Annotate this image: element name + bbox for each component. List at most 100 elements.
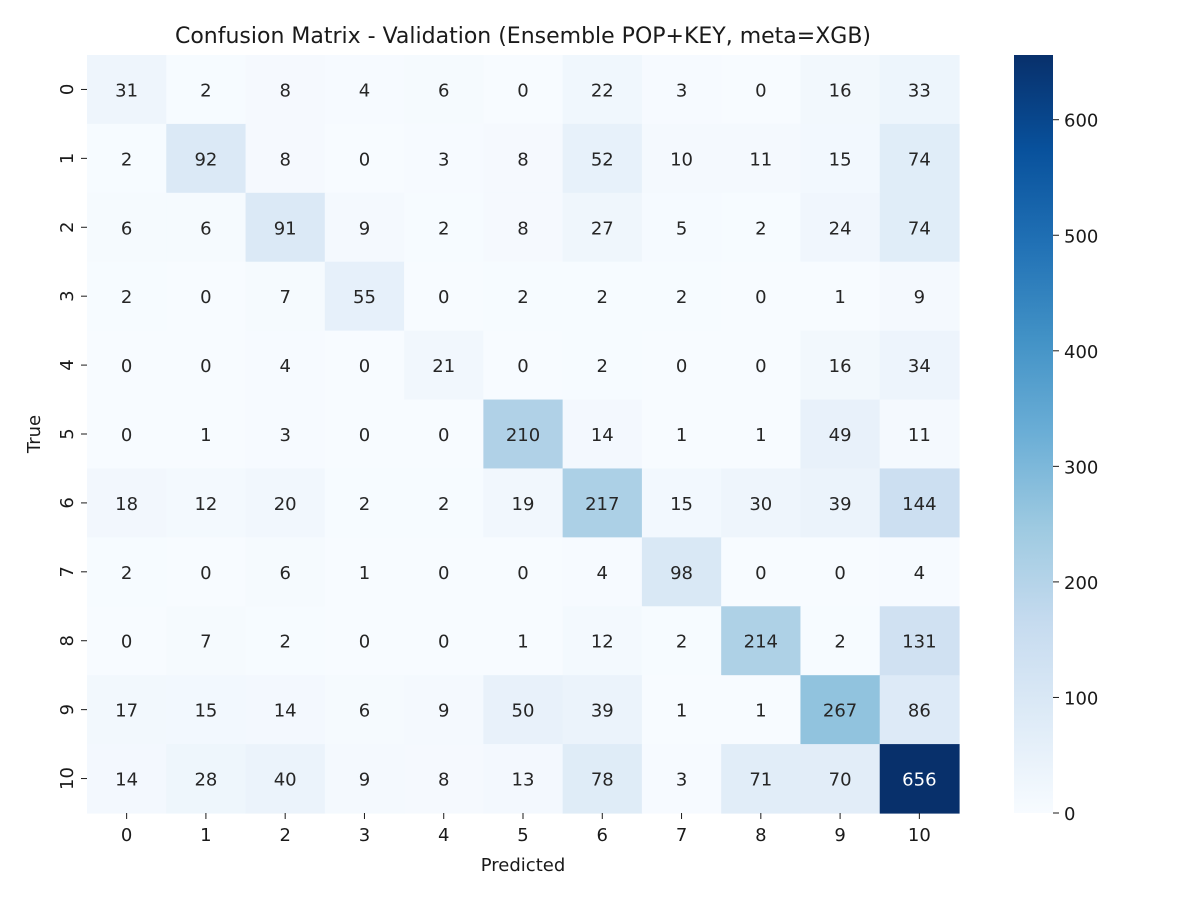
heatmap-cell (641, 192, 722, 263)
heatmap-cell (166, 192, 247, 263)
heatmap-cell (166, 261, 247, 332)
cell-value-label: 1 (755, 425, 766, 446)
cell-value-label: 6 (359, 701, 370, 722)
heatmap-cell (245, 606, 326, 676)
heatmap-cell (87, 675, 167, 745)
y-tick-label: 7 (57, 566, 78, 577)
cell-value-label: 131 (902, 632, 936, 653)
cell-value-label: 74 (908, 218, 931, 239)
heatmap-cell (879, 123, 960, 194)
cell-value-label: 12 (591, 632, 614, 653)
cell-value-label: 16 (829, 80, 852, 101)
cell-value-label: 50 (512, 701, 535, 722)
cell-value-label: 21 (432, 356, 455, 377)
heatmap-cell (641, 399, 722, 470)
heatmap-cell (879, 261, 960, 332)
y-tick-label: 0 (57, 84, 78, 95)
cell-value-label: 27 (591, 218, 614, 239)
heatmap-cell (324, 55, 405, 125)
cell-value-label: 0 (755, 287, 766, 308)
heatmap-cell (800, 192, 881, 263)
heatmap-cell (87, 537, 167, 607)
cell-value-label: 2 (597, 356, 608, 377)
cell-value-label: 55 (353, 287, 376, 308)
cell-value-label: 1 (676, 425, 687, 446)
y-tick-label: 2 (57, 222, 78, 233)
cell-value-label: 1 (200, 425, 211, 446)
x-tick-label: 9 (834, 825, 845, 846)
heatmap-cell (800, 399, 881, 470)
cell-value-label: 71 (749, 770, 772, 791)
heatmap-cell (800, 744, 881, 814)
cell-value-label: 2 (200, 80, 211, 101)
cell-value-label: 8 (517, 218, 528, 239)
cell-value-label: 70 (829, 770, 852, 791)
cell-value-label: 0 (438, 287, 449, 308)
heatmap-cell (87, 55, 167, 125)
cell-value-label: 74 (908, 149, 931, 170)
cell-value-label: 2 (121, 287, 132, 308)
x-tick-label: 7 (676, 825, 687, 846)
heatmap-cell (483, 675, 564, 745)
cell-value-label: 0 (359, 425, 370, 446)
cell-value-label: 3 (279, 425, 290, 446)
heatmap-cell (721, 399, 802, 470)
x-tick-label: 4 (438, 825, 449, 846)
cell-value-label: 20 (274, 494, 297, 515)
cell-value-label: 210 (506, 425, 540, 446)
heatmap-cell (245, 468, 326, 538)
heatmap-cell (562, 123, 643, 194)
heatmap-cell (562, 744, 643, 814)
x-tick-label: 10 (908, 825, 931, 846)
cell-value-label: 144 (902, 494, 936, 515)
cell-value-label: 10 (670, 149, 693, 170)
cell-value-label: 217 (585, 494, 619, 515)
heatmap-cell (324, 399, 405, 470)
cell-value-label: 18 (115, 494, 138, 515)
y-tick-label: 3 (57, 290, 78, 301)
cell-value-label: 24 (829, 218, 852, 239)
heatmap-cell (721, 675, 802, 745)
heatmap-cell (483, 55, 564, 125)
heatmap-cell (87, 468, 167, 538)
heatmap-cell (641, 261, 722, 332)
cell-value-label: 0 (517, 356, 528, 377)
x-axis-ticks: 0 1 2 3 4 5 6 7 8 9 10 (121, 813, 931, 846)
cell-value-label: 19 (512, 494, 535, 515)
heatmap-cell (87, 192, 167, 263)
cell-value-label: 0 (755, 563, 766, 584)
heatmap-cell (324, 123, 405, 194)
heatmap-cell (483, 744, 564, 814)
cell-value-label: 33 (908, 80, 931, 101)
heatmap-cell (87, 606, 167, 676)
colorbar-gradient (1014, 55, 1053, 813)
cell-value-label: 4 (279, 356, 290, 377)
colorbar-tick-label: 500 (1064, 226, 1098, 247)
heatmap-cell (641, 468, 722, 538)
cell-value-label: 31 (115, 80, 138, 101)
cell-value-label: 2 (755, 218, 766, 239)
heatmap-cell (641, 606, 722, 676)
heatmap-cell (166, 537, 247, 607)
cell-value-label: 8 (279, 149, 290, 170)
cell-value-label: 92 (194, 149, 217, 170)
cell-value-label: 34 (908, 356, 931, 377)
cell-value-label: 15 (194, 701, 217, 722)
cell-value-label: 98 (670, 563, 693, 584)
cell-value-label: 0 (359, 149, 370, 170)
heatmap-cell (87, 123, 167, 194)
cell-value-label: 6 (438, 80, 449, 101)
cell-value-label: 2 (517, 287, 528, 308)
cell-value-label: 9 (359, 218, 370, 239)
cell-value-label: 11 (908, 425, 931, 446)
heatmap-cell (483, 192, 564, 263)
heatmap-cell (404, 192, 484, 263)
heatmap-cell (800, 330, 881, 401)
cell-value-label: 1 (755, 701, 766, 722)
heatmap-cell (404, 261, 484, 332)
cell-value-label: 12 (194, 494, 217, 515)
cell-value-label: 3 (676, 80, 687, 101)
heatmap-cell (879, 399, 960, 470)
cell-value-label: 3 (438, 149, 449, 170)
x-tick-label: 6 (597, 825, 608, 846)
